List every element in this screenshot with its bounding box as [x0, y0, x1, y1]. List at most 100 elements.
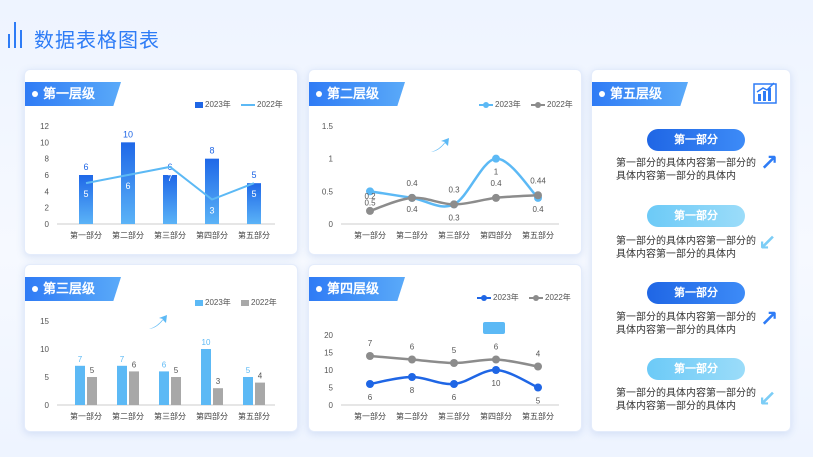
chart-1-ytick: 4: [45, 187, 50, 196]
chart-2-point-0: [366, 187, 374, 196]
chart-4-xtick: 第三部分: [438, 411, 470, 421]
panel-5-title: 第五层级: [592, 82, 689, 106]
chart-2-label-0: 0.3: [448, 213, 460, 222]
chart-1-xtick: 第四部分: [196, 230, 228, 240]
chart-3-ytick: 5: [45, 373, 50, 382]
panel-3: 第三层级 0 5 10 15 第一部分 第二部分 第三部分 第四部分 第五部分 2023年 2022…: [24, 264, 298, 432]
page-title: 数据表格图表: [34, 30, 160, 52]
chart-1-ytick: 0: [45, 220, 50, 229]
chart-1-bar: [79, 175, 93, 224]
chart-3-legend-swatch: [241, 300, 249, 306]
chart-3-legend-swatch: [195, 300, 203, 306]
chart-1-ytick: 6: [45, 171, 50, 180]
chart-2-point-1: [408, 193, 416, 202]
chart-4-ytick: 10: [324, 366, 333, 375]
chart-3-bar-1: [87, 377, 97, 405]
section-3-label: 第一部分: [647, 282, 745, 304]
chart-1-legend-label: 2023年: [205, 99, 231, 109]
chart-2-point-1: [450, 200, 458, 209]
chart-3-bar-label-0: 10: [202, 338, 211, 347]
chart-3-bar-1: [213, 388, 223, 405]
chart-3-ytick: 10: [40, 345, 49, 354]
chart-4-label-1: 7: [368, 339, 373, 348]
chart-4-label-1: 4: [536, 350, 541, 359]
chart-2-ytick: 1.5: [322, 122, 334, 131]
chart-2-xtick: 第四部分: [480, 230, 512, 240]
section-2-text: 第一部分的具体内容第一部分的具体内容第一部分的具体内: [616, 236, 756, 260]
chart-1-bar: [121, 142, 135, 224]
panel-5: 第五层级 第一部分 第一部分的具体内容第一部分的具体内容第一部分的具体内 ↗ 第…: [591, 69, 791, 432]
chart-4-label-0: 5: [536, 397, 541, 406]
chart-4-xtick: 第一部分: [354, 411, 386, 421]
chart-3-xtick: 第二部分: [112, 411, 144, 421]
section-3-text: 第一部分的具体内容第一部分的具体内容第一部分的具体内: [616, 312, 756, 336]
chart-3-xtick: 第一部分: [70, 411, 102, 421]
arrow-up-icon: ↗: [760, 306, 779, 331]
panel-1-title: 第一层级: [25, 82, 122, 106]
chart-4-point-0: [534, 383, 542, 392]
panel-3-title: 第三层级: [25, 277, 122, 301]
chart-2-point-1: [534, 191, 542, 200]
chart-4-label-1: 5: [452, 346, 457, 355]
chart-4-ytick: 0: [329, 401, 334, 410]
chart-4-point-1: [534, 362, 542, 371]
chart-2-line-0: [369, 157, 539, 208]
chart-4-legend-marker: [533, 295, 539, 301]
chart-4-point-0: [450, 380, 458, 388]
chart-4-point-1: [408, 355, 416, 364]
chart-3-bar-label-0: 5: [246, 366, 251, 375]
chart-1-bar: [163, 175, 177, 224]
chart-1: 0 2 4 6 8 10 12 第一部分 第二部分 第三部分 第四部分 第五部分 2023年 2022年 6…: [40, 99, 283, 240]
chart-4-point-0: [492, 366, 500, 374]
section-1-text: 第一部分的具体内容第一部分的具体内容第一部分的具体内: [616, 158, 756, 182]
chart-3-bar-label-1: 4: [258, 372, 263, 381]
chart-3-legend-label: 2023年: [205, 297, 231, 307]
chart-4-point-1: [492, 355, 500, 364]
chart-3-bar-label-1: 3: [216, 377, 221, 386]
chart-2-label-1: 0.4: [406, 179, 418, 188]
chart-4-point-1: [366, 352, 374, 360]
chart-3-ytick: 0: [45, 401, 50, 410]
chart-2-legend-marker: [483, 102, 489, 108]
section-2-label: 第一部分: [647, 205, 745, 227]
chart-2-point-0: [492, 154, 500, 163]
chart-1-bar-label: 10: [123, 129, 133, 139]
chart-1-xtick: 第五部分: [238, 230, 270, 240]
chart-3-legend-label: 2022年: [251, 297, 277, 307]
chart-4-callout-badge: [483, 322, 505, 334]
chart-1-xtick: 第一部分: [70, 230, 102, 240]
chart-3-bar-label-0: 7: [120, 355, 125, 364]
chart-4-label-0: 10: [492, 379, 501, 388]
chart-3-bar-0: [243, 377, 253, 405]
panel-2-title: 第二层级: [309, 82, 406, 106]
panel-4-title: 第四层级: [309, 277, 406, 301]
chart-4-label-1: 6: [410, 343, 415, 352]
chart-1-ytick: 10: [40, 138, 49, 147]
chart-3-bar-0: [159, 371, 169, 405]
chart-4-ytick: 15: [324, 349, 333, 358]
chart-3-xtick: 第四部分: [196, 411, 228, 421]
chart-2-label-1: 0.3: [448, 185, 460, 194]
chart-1-ytick: 8: [45, 155, 50, 164]
chart-2-xtick: 第五部分: [522, 230, 554, 240]
chart-4-legend-label: 2022年: [545, 292, 571, 302]
chart-4-point-0: [408, 373, 416, 381]
chart-4: 0 5 10 15 20 第一部分 第二部分 第三部分 第四部分 第五部分 2023年 2022年 6 8…: [324, 292, 571, 421]
chart-2-label-0: 0.4: [406, 205, 418, 214]
section-4-text: 第一部分的具体内容第一部分的具体内容第一部分的具体内: [616, 388, 756, 412]
chart-4-point-1: [450, 359, 458, 367]
chart-1-legend-swatch: [195, 102, 203, 108]
chart-4-point-0: [366, 380, 374, 388]
chart-4-legend-marker: [481, 295, 487, 301]
chart-2-label-0: 1: [494, 168, 499, 177]
chart-2-legend-marker: [535, 102, 541, 108]
chart-3-bar-0: [201, 349, 211, 405]
panel-2: 第二层级 0 0.5 1 1.5 第一部分 第二部分 第三部分 第四部分 第五部分 2023年 20…: [308, 69, 582, 255]
chart-1-line-label: 5: [251, 189, 256, 199]
chart-2: 0 0.5 1 1.5 第一部分 第二部分 第三部分 第四部分 第五部分 2023年 2022年 0.…: [322, 99, 573, 240]
chart-1-line-label: 7: [167, 173, 172, 183]
title-decoration: [8, 18, 28, 48]
chart-1-line-label: 5: [83, 189, 88, 199]
chart-1-xtick: 第二部分: [112, 230, 144, 240]
chart-3-bar-1: [129, 371, 139, 405]
